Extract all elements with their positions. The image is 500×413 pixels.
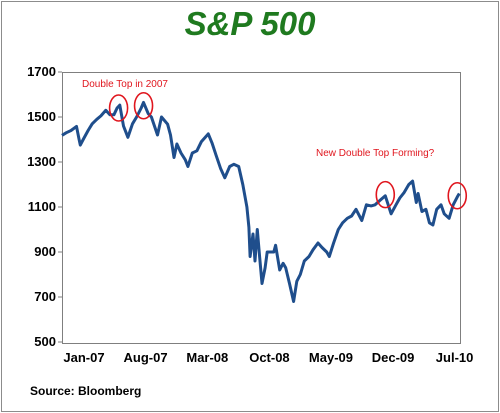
annotation-circle-0-0 bbox=[108, 94, 129, 122]
chart-title: S&P 500 bbox=[184, 5, 316, 42]
annotation-circle-1-0 bbox=[375, 180, 396, 209]
x-tick-label: Dec-09 bbox=[371, 350, 415, 365]
x-tick-label: Aug-07 bbox=[123, 350, 168, 365]
annotation-double-top-2007: Double Top in 2007 bbox=[82, 79, 168, 90]
y-tick-label: 700 bbox=[34, 289, 56, 304]
y-tick-label: 500 bbox=[34, 334, 56, 349]
series-line-sp500 bbox=[61, 100, 461, 303]
x-tick-label: Jul-10 bbox=[435, 350, 474, 365]
x-tick-label: Jan-07 bbox=[63, 350, 105, 365]
annotation-markers bbox=[108, 91, 468, 210]
x-tick-label: Mar-08 bbox=[186, 350, 229, 365]
annotation-circle-0-1 bbox=[133, 91, 154, 120]
x-tick-label: May-09 bbox=[308, 350, 353, 365]
y-tick-label: 1100 bbox=[27, 199, 56, 214]
y-tick-label: 1700 bbox=[27, 64, 56, 79]
annotation-new-double-top: New Double Top Forming? bbox=[316, 148, 435, 159]
y-tick-label: 900 bbox=[34, 244, 56, 259]
source-note: Source: Bloomberg bbox=[30, 384, 142, 398]
y-tick-label: 1500 bbox=[27, 109, 56, 124]
x-tick-label: Oct-08 bbox=[249, 350, 290, 365]
y-tick-label: 1300 bbox=[27, 154, 56, 169]
annotation-circle-1-1 bbox=[447, 181, 468, 210]
